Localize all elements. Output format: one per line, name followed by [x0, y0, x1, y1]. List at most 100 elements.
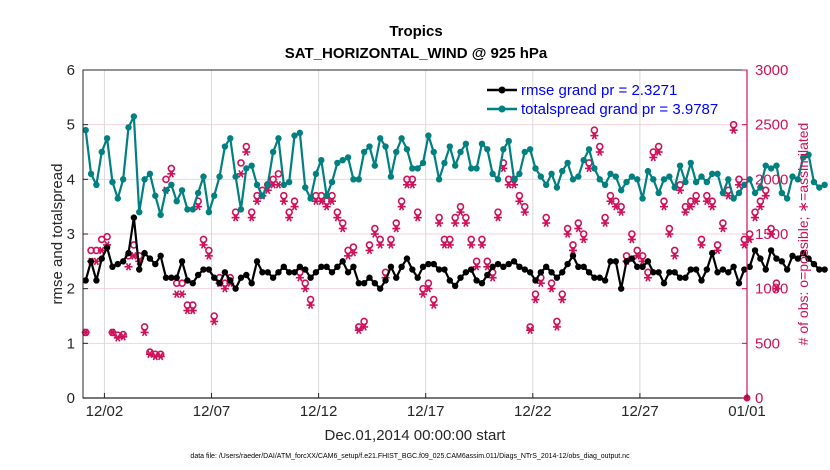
- totalspread-point: [430, 148, 437, 156]
- totalspread-point: [698, 173, 705, 180]
- obs-assimilated-point: [531, 295, 540, 304]
- rmse-point: [344, 269, 352, 276]
- rmse-point: [569, 252, 577, 260]
- totalspread-point: [210, 192, 218, 199]
- totalspread-point: [757, 184, 764, 191]
- obs-assimilated-point: [515, 197, 524, 206]
- rmse-point: [312, 269, 320, 276]
- obs-assimilated-point: [568, 246, 577, 255]
- rmse-point: [307, 274, 314, 281]
- totalspread-point: [623, 178, 630, 186]
- obs-assimilated-point: [290, 202, 299, 211]
- rmse-point: [451, 282, 459, 290]
- totalspread-point: [666, 173, 673, 180]
- y2-tick-label: 500: [755, 335, 780, 352]
- obs-assimilated-point: [333, 213, 342, 222]
- obs-possible-point: [429, 295, 438, 304]
- rmse-point: [510, 258, 518, 265]
- rmse-point: [800, 249, 807, 257]
- obs-assimilated-point: [167, 169, 176, 178]
- totalspread-point: [178, 187, 186, 194]
- totalspread-point: [559, 167, 566, 175]
- obs-assimilated-point: [360, 323, 369, 331]
- totalspread-point: [173, 198, 180, 205]
- totalspread-point: [350, 176, 357, 183]
- totalspread-point: [253, 181, 261, 188]
- obs-assimilated-point: [295, 273, 304, 282]
- obs-possible-point: [542, 213, 550, 222]
- totalspread-point: [553, 184, 561, 191]
- obs-possible-point: [494, 208, 502, 216]
- totalspread-point: [398, 135, 405, 142]
- obs-possible-point: [676, 181, 684, 189]
- chart-title: Tropics: [389, 23, 442, 40]
- obs-assimilated-point: [756, 202, 765, 211]
- obs-assimilated-point: [242, 148, 251, 156]
- obs-possible-point: [349, 243, 358, 251]
- totalspread-point: [564, 159, 571, 167]
- rmse-point: [585, 269, 593, 276]
- totalspread-point: [767, 165, 775, 172]
- obs-possible-point: [231, 208, 240, 216]
- totalspread-point: [741, 181, 748, 188]
- rmse-point: [564, 260, 571, 268]
- obs-assimilated-point: [365, 246, 374, 255]
- rmse-point: [644, 258, 652, 265]
- totalspread-point: [532, 165, 539, 172]
- rmse-point: [318, 263, 325, 270]
- rmse-point: [794, 255, 802, 262]
- obs-assimilated-point: [547, 284, 556, 293]
- totalspread-point: [462, 140, 470, 147]
- totalspread-point: [783, 195, 791, 202]
- obs-assimilated-point: [606, 197, 615, 206]
- rmse-point: [285, 269, 293, 276]
- totalspread-point: [746, 176, 753, 183]
- obs-assimilated-point: [772, 284, 781, 293]
- totalspread-point: [537, 173, 545, 180]
- totalspread-point: [500, 146, 507, 153]
- rmse-point: [548, 269, 555, 276]
- totalspread-point: [591, 165, 598, 172]
- totalspread-point: [360, 148, 368, 156]
- totalspread-point: [119, 176, 127, 183]
- obs-assimilated-point: [301, 284, 310, 293]
- totalspread-point: [794, 176, 802, 183]
- x-tick-label: 12/07: [193, 403, 231, 420]
- obs-assimilated-point: [761, 191, 770, 200]
- totalspread-point: [355, 176, 362, 183]
- obs-assimilated-point: [472, 262, 481, 271]
- rmse-point: [612, 258, 620, 265]
- obs-possible-point: [376, 235, 384, 244]
- obs-assimilated-point: [467, 241, 476, 249]
- obs-possible-point: [590, 126, 599, 134]
- rmse-point: [264, 269, 271, 276]
- rmse-point: [751, 247, 759, 254]
- totalspread-point: [382, 143, 389, 150]
- rmse-point: [660, 280, 668, 287]
- rmse-point: [243, 271, 250, 279]
- rmse-point: [478, 280, 486, 287]
- legend-totalspread-marker: [498, 105, 506, 113]
- totalspread-point: [714, 170, 721, 178]
- obs-possible-point: [692, 191, 700, 200]
- obs-possible-point: [478, 235, 486, 244]
- obs-possible-point: [772, 279, 781, 288]
- obs-possible-point: [306, 295, 315, 304]
- obs-assimilated-point: [397, 202, 406, 211]
- rmse-point: [580, 263, 587, 270]
- rmse-point: [157, 252, 164, 260]
- totalspread-point: [612, 173, 620, 180]
- x-tick-label: 12/12: [300, 403, 338, 420]
- y-tick-label: 0: [67, 390, 75, 407]
- y2-tick-label: 1500: [755, 226, 788, 243]
- obs-assimilated-point: [617, 208, 626, 217]
- obs-possible-point: [103, 232, 111, 241]
- rmse-point: [446, 277, 454, 284]
- rmse-point: [719, 266, 727, 273]
- rmse-point: [676, 274, 684, 281]
- obs-assimilated-point: [676, 186, 685, 195]
- obs-assimilated-point: [724, 191, 733, 200]
- rmse-point: [698, 277, 705, 284]
- totalspread-point: [109, 178, 116, 186]
- obs-assimilated-point: [590, 131, 599, 140]
